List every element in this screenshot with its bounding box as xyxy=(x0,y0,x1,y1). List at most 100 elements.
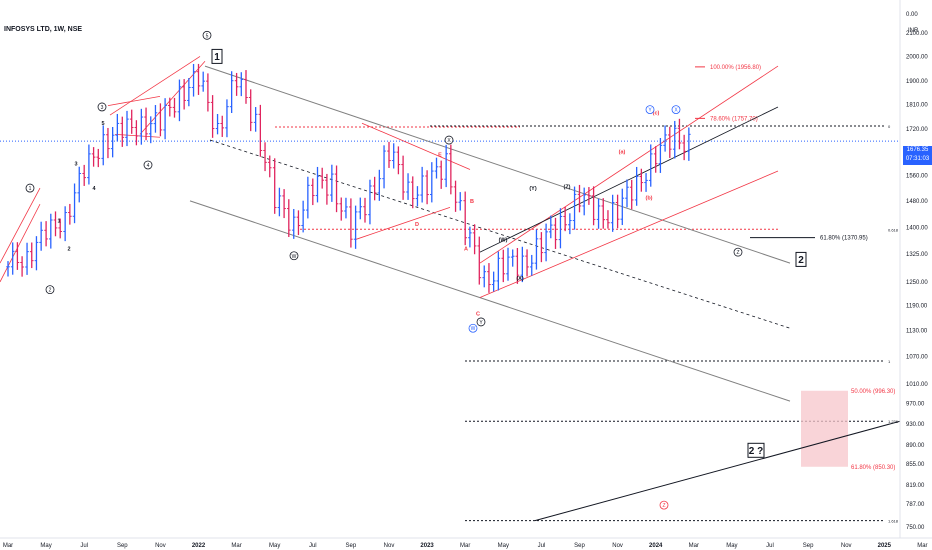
red-channel-small xyxy=(0,203,41,283)
wave-circle-label: X xyxy=(674,108,678,114)
x-tick-label: 2022 xyxy=(192,543,206,549)
x-tick-label: Sep xyxy=(117,543,128,549)
wave-box xyxy=(211,48,223,64)
y-tick-label: 1400.00 xyxy=(906,226,928,232)
wave-label: D xyxy=(415,222,419,228)
red-channel-lower xyxy=(479,170,779,298)
x-tick-label: Nov xyxy=(384,543,395,549)
red-channel-small xyxy=(354,207,451,241)
red-channel-small xyxy=(109,56,201,116)
wave-label: 5 xyxy=(101,121,104,127)
x-tick-label: Nov xyxy=(841,543,852,549)
y-tick-label: 1325.00 xyxy=(906,252,928,258)
x-tick-label: Mar xyxy=(689,543,699,549)
wave-circle-label: 5 xyxy=(206,33,209,39)
y-tick-label: 750.00 xyxy=(906,525,925,531)
wave-label: (Z) xyxy=(563,185,570,191)
y-tick-label: 1250.00 xyxy=(906,280,928,286)
fib-label: 61.80% (850.30) xyxy=(851,465,895,471)
y-tick-label: 1810.00 xyxy=(906,102,928,108)
x-tick-label: Jul xyxy=(309,543,317,549)
wave-circle-label: W xyxy=(292,254,297,260)
y-tick-label: 787.00 xyxy=(906,502,925,508)
drawing-lines: 0 0.618 1 1.236 1.618 100.00% (1956.80) 78.60%… xyxy=(0,56,901,524)
wave-circle xyxy=(671,105,681,115)
wave-circle xyxy=(645,105,655,115)
wave-circle-label: Y xyxy=(479,320,483,326)
long-trendline xyxy=(534,420,901,522)
wave-circle xyxy=(25,183,35,193)
wave-circle-label: 2 xyxy=(49,288,52,294)
wave-box-label: 2 xyxy=(798,255,804,266)
x-tick-label: 2024 xyxy=(649,543,663,549)
y-tick-label: 1130.00 xyxy=(906,328,928,334)
red-channel-small xyxy=(361,122,471,170)
wave-label: 1 xyxy=(57,219,60,225)
x-tick-label: Mar xyxy=(460,543,470,549)
level-mark: 0 xyxy=(888,124,891,129)
y-tick-label: 1070.00 xyxy=(906,355,928,361)
trendline-1 xyxy=(479,106,779,253)
wave-circle xyxy=(202,30,212,40)
x-tick-label: Jul xyxy=(538,543,546,549)
wave-circle xyxy=(289,251,299,261)
wave-label: C xyxy=(476,312,480,318)
wave-circle-label: 3 xyxy=(101,105,104,111)
wave-circle xyxy=(468,323,478,333)
wave-circle xyxy=(444,135,454,145)
x-tick-label: May xyxy=(40,543,51,549)
y-tick-label: 1480.00 xyxy=(906,199,928,205)
red-channel-upper xyxy=(479,65,779,264)
fib-label: 100.00% (1956.80) xyxy=(710,65,761,71)
x-tick-label: Mar xyxy=(3,543,13,549)
red-channel-small xyxy=(0,187,41,264)
level-mark: 1.618 xyxy=(888,519,899,524)
last-price-badge: 1676.35 07:31:03 xyxy=(903,146,932,165)
wave-label: 2 xyxy=(67,247,70,253)
fib-label: 61.80% (1370.95) xyxy=(820,236,868,242)
wave-circle xyxy=(659,500,669,510)
wave-label: 3 xyxy=(74,161,77,167)
y-axis[interactable]: 0.00 2100.00 2000.00 1900.00 1810.00 1720.00 1… xyxy=(899,0,928,538)
x-tick-label: 2025 xyxy=(878,543,892,549)
x-axis[interactable]: Mar May Jul Sep Nov 2022 Mar May Jul Sep Nov 2023 Ma… xyxy=(0,537,932,549)
wave-label: (c) xyxy=(653,110,660,116)
y-tick-label: 855.00 xyxy=(906,462,925,468)
wave-label: A xyxy=(464,247,468,253)
wave-label: (a) xyxy=(619,150,626,156)
wave-label: (X) xyxy=(516,276,524,282)
y-tick-label: 930.00 xyxy=(906,422,925,428)
x-tick-label: Nov xyxy=(612,543,623,549)
wave-circle xyxy=(476,317,486,327)
y-tick-label: 1720.00 xyxy=(906,127,928,133)
wave-label: 4 xyxy=(92,186,96,192)
wave-circle xyxy=(97,102,107,112)
x-tick-label: Sep xyxy=(346,543,357,549)
channel-lower xyxy=(189,200,791,402)
wave-circle xyxy=(143,160,153,170)
symbol-title: INFOSYS LTD, 1W, NSE xyxy=(4,26,83,33)
x-tick-label: May xyxy=(498,543,509,549)
fib-label: 50.00% (996.30) xyxy=(851,389,895,395)
wave-label: (Y) xyxy=(529,186,537,192)
currency-label[interactable]: INR xyxy=(908,28,919,34)
x-tick-label: Sep xyxy=(574,543,585,549)
level-mark: 1 xyxy=(888,359,891,364)
y-tick-label: 1010.00 xyxy=(906,382,928,388)
fib-label: 78.60% (1757.70) xyxy=(710,116,758,122)
x-tick-label: Sep xyxy=(803,543,814,549)
y-tick-label: 1190.00 xyxy=(906,304,928,310)
channel-upper xyxy=(204,65,791,264)
x-tick-label: 2023 xyxy=(420,543,434,549)
wave-label: B xyxy=(470,199,474,205)
x-tick-label: Mar xyxy=(917,543,927,549)
y-tick-label: 890.00 xyxy=(906,443,925,449)
wave-circle-label: 1 xyxy=(29,186,32,192)
y-top-label: 0.00 xyxy=(906,12,918,18)
wave-box-label: 1 xyxy=(214,52,220,63)
ohlc-bars xyxy=(6,63,691,293)
wave-box xyxy=(747,442,765,458)
x-tick-label: Mar xyxy=(231,543,241,549)
wave-label: (b) xyxy=(645,196,652,202)
